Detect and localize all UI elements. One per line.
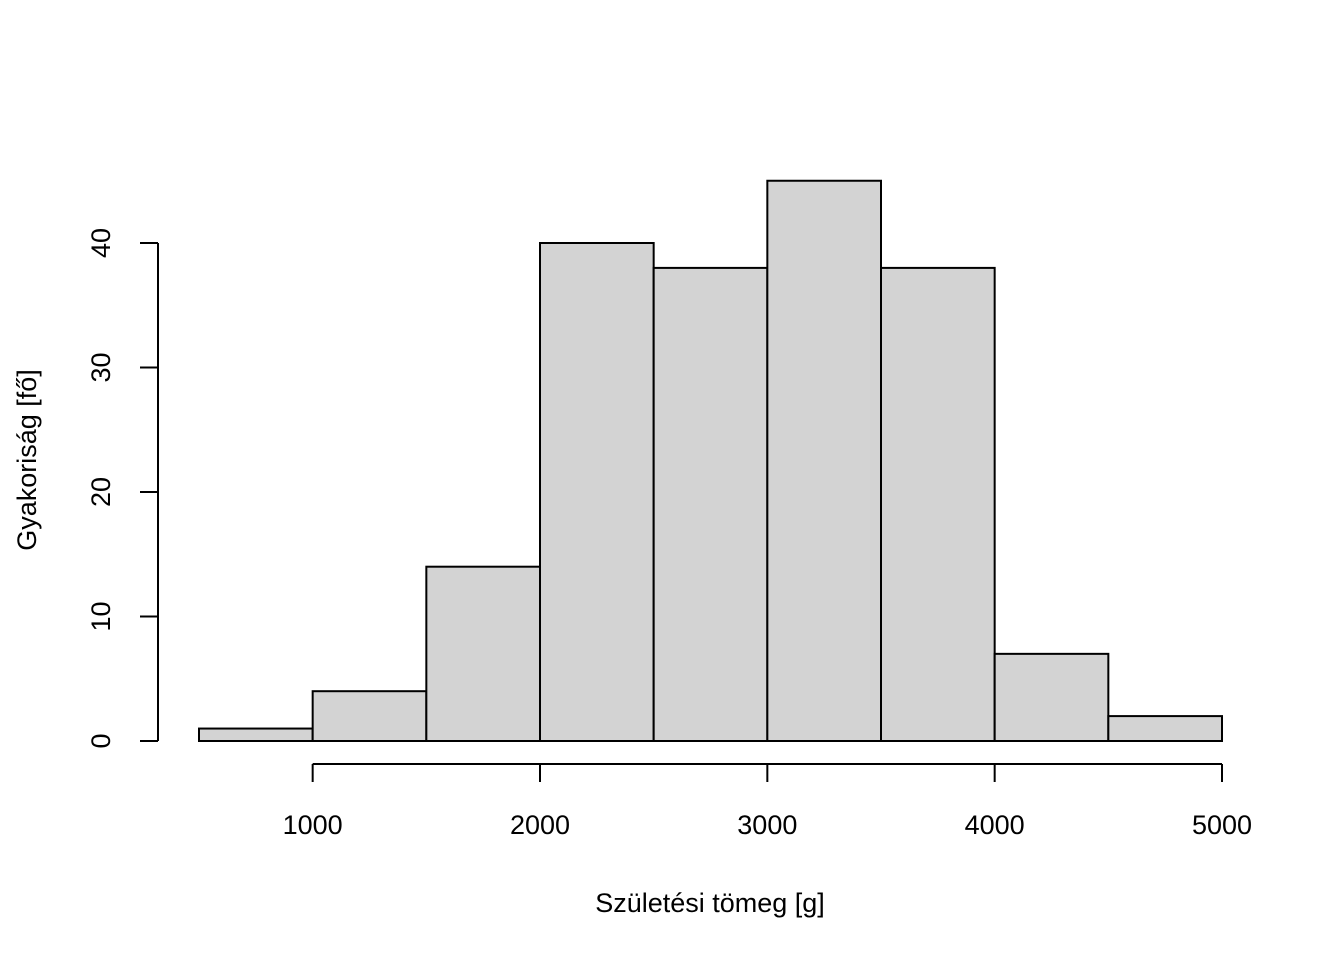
y-axis-title: Gyakoriság [fő] <box>12 369 42 551</box>
histogram-bar-4 <box>652 266 769 742</box>
histogram-bar-0 <box>198 727 314 742</box>
x-axis-title: Születési tömeg [g] <box>595 888 825 918</box>
x-tick-label-4: 5000 <box>1192 810 1252 840</box>
y-tick-label-0: 0 <box>86 733 116 748</box>
y-axis: 0 10 20 30 40 <box>86 228 159 749</box>
x-tick-label-1: 2000 <box>510 810 570 840</box>
x-tick-label-0: 1000 <box>283 810 343 840</box>
histogram-bar-5 <box>766 179 882 742</box>
histogram-bar-2 <box>425 565 542 743</box>
y-tick-label-3: 30 <box>86 352 116 382</box>
x-tick-label-2: 3000 <box>737 810 797 840</box>
histogram-bar-1 <box>311 690 428 743</box>
y-tick-label-4: 40 <box>86 228 116 258</box>
histogram-bar-6 <box>880 266 996 742</box>
histogram-bar-3 <box>539 242 655 742</box>
y-tick-label-2: 20 <box>86 477 116 507</box>
x-tick-label-3: 4000 <box>965 810 1025 840</box>
x-axis: 1000 2000 3000 4000 5000 <box>283 763 1252 840</box>
y-tick-label-1: 10 <box>86 601 116 631</box>
histogram-bar-7 <box>993 652 1110 742</box>
bars-group <box>198 179 1224 743</box>
histogram-bar-8 <box>1107 715 1224 742</box>
